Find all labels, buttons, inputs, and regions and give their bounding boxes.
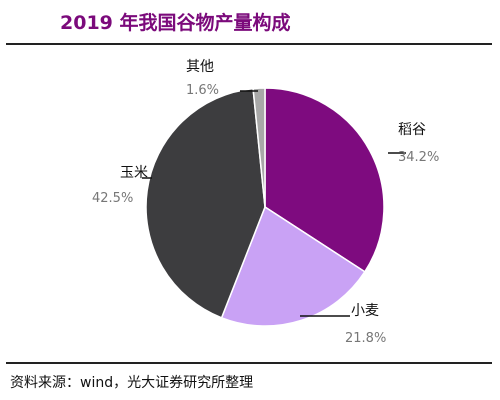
slice-value-1: 34.2% xyxy=(398,150,439,165)
pie-slices xyxy=(145,87,385,327)
slice-value-4: 1.6% xyxy=(186,83,219,98)
slice-value-3: 42.5% xyxy=(92,191,133,206)
slice-label-3: 玉米 xyxy=(120,165,148,181)
leader-lines xyxy=(142,90,406,317)
bottom-divider xyxy=(6,362,492,364)
pie-slice-2 xyxy=(220,205,366,327)
slice-label-1: 稻谷 xyxy=(398,122,426,138)
pie-slice-4 xyxy=(252,87,266,208)
top-divider xyxy=(6,43,492,45)
chart-title: 2019 年我国谷物产量构成 xyxy=(60,12,291,34)
slice-labels: 稻谷 34.2% 小麦 21.8% 玉米 42.5% 其他 1.6% xyxy=(92,59,439,346)
slice-label-4: 其他 xyxy=(186,59,214,75)
slice-value-2: 21.8% xyxy=(345,331,386,346)
pie-slice-3 xyxy=(145,87,266,319)
source-note: 资料来源：wind，光大证券研究所整理 xyxy=(10,375,254,391)
slice-label-2: 小麦 xyxy=(351,303,379,319)
